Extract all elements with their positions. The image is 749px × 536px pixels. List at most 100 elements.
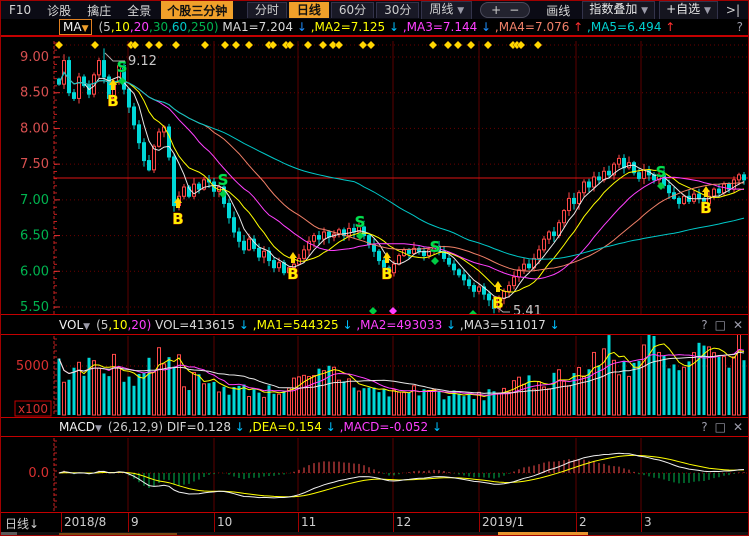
tab-60min[interactable]: 60分	[330, 2, 375, 18]
period-selector[interactable]: 日线↓	[5, 517, 40, 531]
header-segment: ,250)	[187, 20, 219, 34]
add-watchlist-button[interactable]: +自选 ▼	[659, 1, 718, 20]
header-segment: MA1=7.204	[218, 20, 294, 34]
menu-diagnose[interactable]: 诊股	[47, 3, 72, 18]
collapse-panel-icon[interactable]: >|	[725, 3, 740, 17]
header-segment: ,MA4=7.076	[491, 20, 570, 34]
price-tick-label: 8.50	[20, 86, 49, 101]
header-segment: ↓	[293, 20, 307, 34]
price-annotation: 9.12	[104, 52, 157, 69]
close-icon[interactable]: ✕	[732, 420, 743, 434]
tab-30min[interactable]: 30分	[376, 2, 420, 18]
maximize-icon[interactable]: □	[714, 317, 726, 332]
sell-marker: S	[218, 171, 229, 189]
macd-values: (26,12,9) DIF=0.128 ↓ ,DEA=0.154 ↓ ,MACD…	[108, 420, 442, 434]
scrollbar-thumb[interactable]	[498, 532, 588, 535]
scrollbar-corner	[1, 532, 17, 535]
help-icon[interactable]: ?	[701, 420, 708, 434]
month-tick	[576, 513, 577, 533]
index-overlay-button[interactable]: 指数叠加 ▼	[582, 1, 656, 20]
price-tick-label: 7.50	[20, 157, 49, 172]
header-segment: ,MA3=511017	[456, 317, 546, 332]
buy-marker: B	[107, 92, 118, 110]
header-segment: ↓	[235, 317, 249, 332]
draw-line-button[interactable]: 画线	[546, 3, 571, 18]
volume-grid: 5000 x100	[14, 336, 748, 417]
menu-qinzhuang[interactable]: 擒庄	[87, 3, 112, 18]
macd-dropdown[interactable]: MACD▼	[59, 420, 102, 434]
header-segment: ,MACD=-0.052	[335, 420, 429, 434]
ma-line-20	[58, 71, 745, 280]
tab-weekly-dropdown[interactable]: 周线 ▼	[421, 1, 473, 19]
vol-header-icons: ? □ ✕	[694, 315, 743, 334]
close-icon[interactable]: ✕	[732, 317, 743, 332]
help-icon[interactable]: ?	[736, 20, 743, 34]
ma-line-60	[58, 71, 745, 260]
price-annotation: 5.41	[496, 304, 542, 314]
ma-values: (5,10,20,30,60,250) MA1=7.204 ↓ ,MA2=7.1…	[98, 20, 675, 34]
date-label: 2019/1	[482, 515, 525, 529]
month-tick	[214, 513, 215, 533]
zoom-out-button[interactable]: −	[509, 3, 520, 17]
sell-marker: S	[355, 213, 366, 231]
date-label: 2018/8	[64, 515, 107, 529]
ma-header-icons: ?	[730, 19, 743, 35]
vol-values: (5,10,20) VOL=413615 ↓ ,MA1=544325 ↓ ,MA…	[96, 318, 560, 332]
menu-f10[interactable]: F10	[9, 3, 32, 17]
header-segment: ,30	[149, 20, 169, 34]
price-tick-label: 9.00	[20, 50, 49, 65]
help-icon[interactable]: ?	[701, 317, 708, 332]
vol-ma-line-20	[58, 351, 745, 394]
header-segment: ,MA2=493033	[352, 317, 443, 332]
date-label: 12	[396, 515, 412, 529]
date-label: 9	[131, 515, 139, 529]
month-tick	[128, 513, 129, 533]
header-segment: DIF=0.128	[163, 420, 231, 434]
header-segment: ↓	[230, 420, 245, 434]
month-tick	[393, 513, 394, 533]
macd-chart-pane[interactable]: 0.0	[1, 437, 749, 512]
date-label: 3	[644, 515, 652, 529]
header-segment: ,MA5=6.494	[583, 20, 662, 34]
price-tick-label: 5.50	[20, 300, 49, 314]
price-tick-label: 6.50	[20, 229, 49, 244]
candlestick-chart-pane[interactable]: 9.008.508.007.507.006.506.005.50SBBSBSBS…	[1, 39, 749, 314]
ma-dropdown[interactable]: MA▼	[59, 19, 93, 35]
header-segment: (5	[96, 317, 109, 332]
volume-tick-label: 5000	[16, 359, 49, 374]
top-toolbar: F10 诊股 擒庄 全景 个股三分钟 分时 日线 60分 30分 周线 ▼ + −…	[1, 1, 748, 20]
month-tick	[298, 513, 299, 533]
tab-daily[interactable]: 日线	[288, 2, 329, 18]
scrollbar-range	[59, 533, 177, 535]
header-segment: ,20)	[127, 317, 152, 332]
month-tick	[641, 513, 642, 533]
tab-timeshare[interactable]: 分时	[246, 2, 287, 18]
month-tick	[479, 513, 480, 533]
header-segment: ↑	[569, 20, 584, 34]
zoom-pill: + −	[480, 2, 531, 18]
header-segment: ,10	[110, 20, 130, 34]
chevron-down-icon: ▼	[457, 6, 465, 16]
macd-header-icons: ? □ ✕	[694, 418, 743, 436]
maximize-icon[interactable]: □	[714, 420, 726, 434]
ma-line-10	[58, 71, 745, 293]
volume-unit-label: x100	[18, 402, 48, 416]
volume-chart-pane[interactable]: 5000 x100	[1, 335, 749, 417]
header-segment: ↓	[321, 420, 336, 434]
date-label: 2	[579, 515, 587, 529]
horizontal-scrollbar[interactable]	[1, 532, 748, 535]
vol-indicator-header: VOL▼ (5,10,20) VOL=413615 ↓ ,MA1=544325 …	[1, 314, 748, 335]
header-segment: ,MA1=544325	[248, 317, 339, 332]
header-segment: ↑	[661, 20, 676, 34]
header-segment: (5	[98, 20, 111, 34]
price-axis: 9.00 8.50 8.00 7.50 7.00 6.50 6.00 5.50	[20, 41, 60, 314]
zoom-in-button[interactable]: +	[491, 3, 502, 17]
menu-overview[interactable]: 全景	[127, 3, 152, 18]
chevron-down-icon: ▼	[703, 5, 711, 16]
svg-text:9.12: 9.12	[128, 54, 157, 69]
stock-3min-button[interactable]: 个股三分钟	[161, 1, 234, 20]
sell-marker: S	[430, 238, 441, 256]
vol-dropdown[interactable]: VOL▼	[59, 317, 91, 332]
header-segment: ,MA3=7.144	[399, 20, 478, 34]
